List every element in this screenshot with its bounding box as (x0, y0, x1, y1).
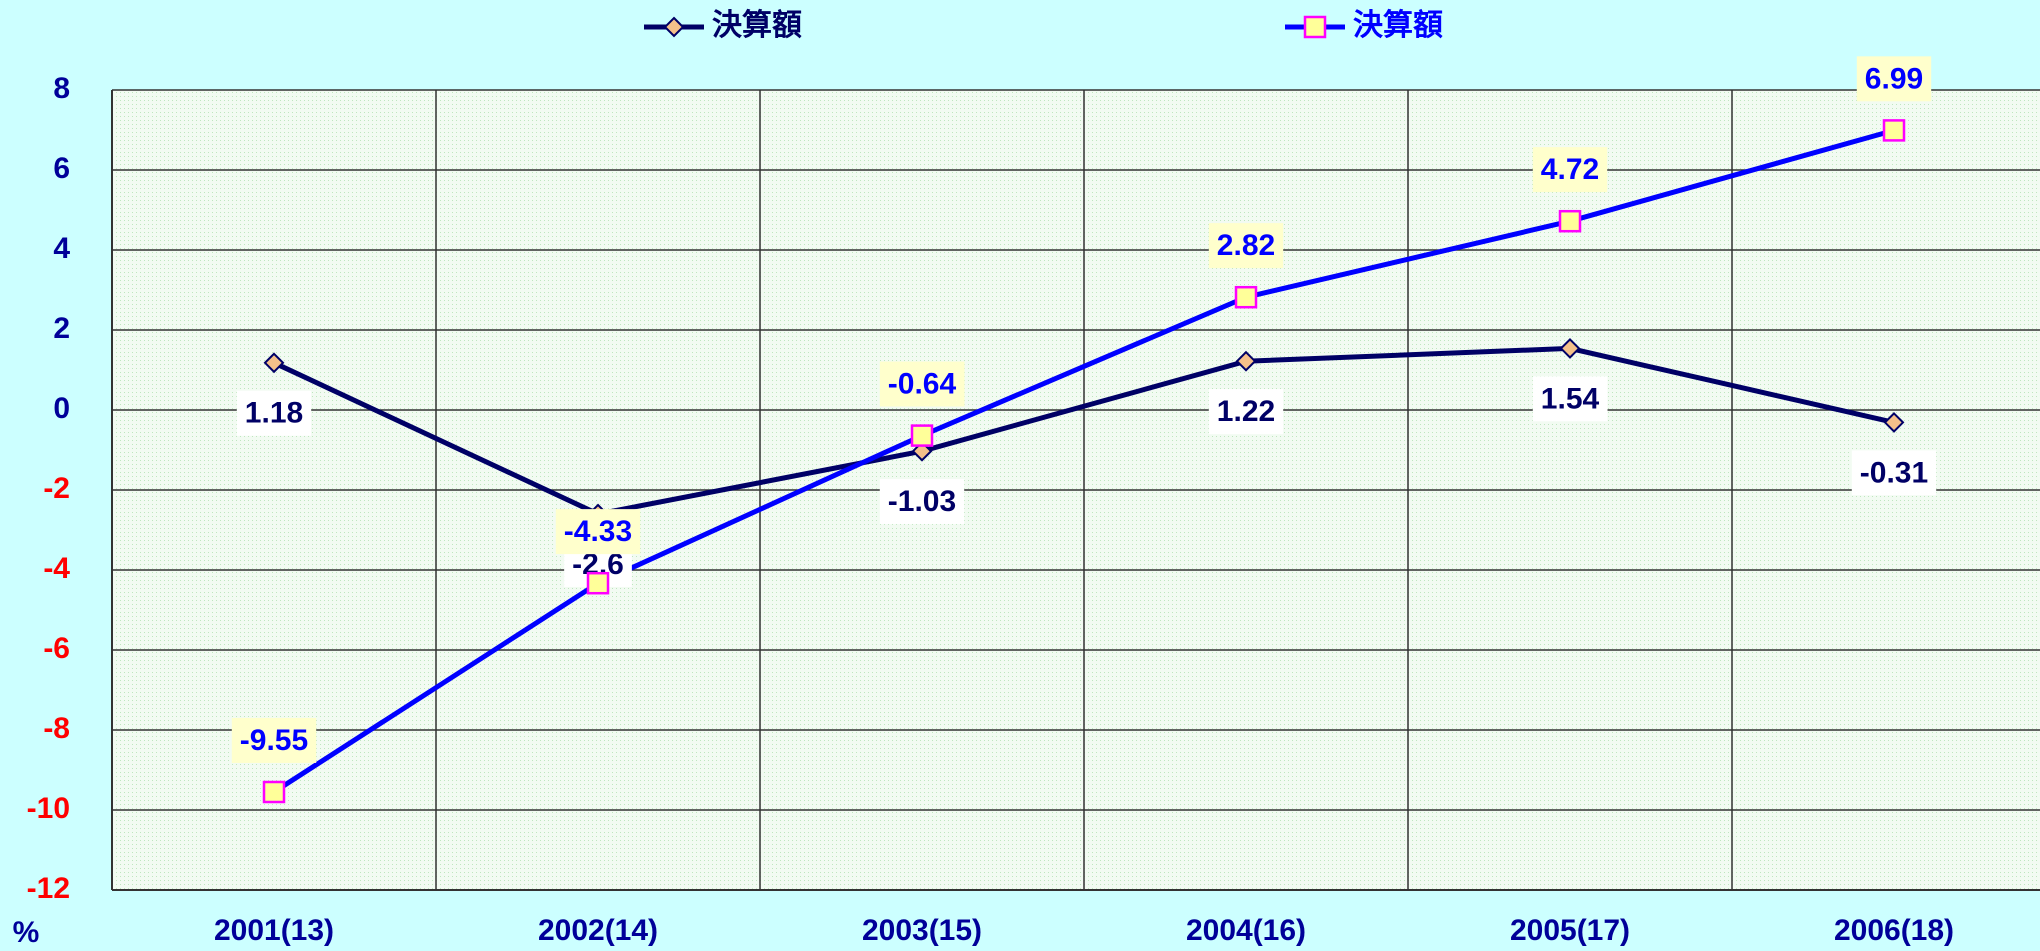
data-label: -4.33 (564, 515, 632, 548)
label-bg (1851, 450, 1937, 496)
x-tick-label: 2005(17) (1510, 914, 1630, 947)
label-bg (231, 717, 317, 763)
legend-marker (1303, 15, 1327, 39)
marker (1235, 350, 1257, 372)
x-tick-label: 2002(14) (538, 914, 658, 947)
x-tick-label: 2001(13) (214, 914, 334, 947)
data-label: 1.22 (1217, 395, 1275, 428)
y-tick-label: 2 (53, 312, 70, 345)
label-bg (1856, 56, 1932, 102)
label-bg (879, 479, 965, 525)
data-label: 6.99 (1865, 62, 1923, 95)
marker (1883, 411, 1905, 433)
y-tick-label: 4 (53, 232, 70, 265)
data-label: -1.03 (888, 485, 956, 518)
marker (586, 571, 610, 595)
x-tick-label: 2004(16) (1186, 914, 1306, 947)
y-tick-label: -12 (27, 872, 70, 905)
marker (1234, 285, 1258, 309)
marker (263, 352, 285, 374)
label-bg (879, 361, 965, 407)
legend-marker (663, 16, 685, 38)
x-tick-label: 2003(15) (862, 914, 982, 947)
y-tick-label: -6 (43, 632, 70, 665)
label-bg (555, 509, 641, 555)
marker (1559, 337, 1581, 359)
data-label: 1.18 (245, 397, 303, 430)
marker (1882, 119, 1906, 142)
x-tick-label: 2006(18) (1834, 914, 1954, 947)
label-bg (236, 390, 312, 436)
data-label: 2.82 (1217, 229, 1275, 262)
label-bg (1208, 389, 1284, 435)
y-tick-label: -2 (43, 472, 70, 505)
legend-label: 決算額 (712, 8, 802, 42)
data-label: 1.54 (1541, 382, 1600, 415)
legend-label: 決算額 (1353, 8, 1443, 42)
y-tick-label: 6 (53, 152, 70, 185)
data-label: -9.55 (240, 724, 308, 757)
y-tick-label: 0 (53, 392, 70, 425)
y-tick-label: -4 (43, 552, 70, 585)
data-label: -0.31 (1860, 456, 1928, 489)
marker (262, 780, 286, 804)
data-label: -0.64 (888, 368, 957, 401)
series-line (272, 345, 1895, 517)
series-line (272, 127, 1895, 795)
y-tick-label: -8 (43, 712, 70, 745)
label-bg (1532, 147, 1608, 193)
y-tick-label: -10 (27, 792, 70, 825)
label-bg (1208, 223, 1284, 269)
data-label: 4.72 (1541, 153, 1599, 186)
y-axis-label: % (13, 916, 40, 949)
marker (910, 424, 934, 447)
label-bg (1532, 376, 1608, 422)
y-tick-label: 8 (53, 72, 70, 105)
marker (1558, 209, 1582, 233)
